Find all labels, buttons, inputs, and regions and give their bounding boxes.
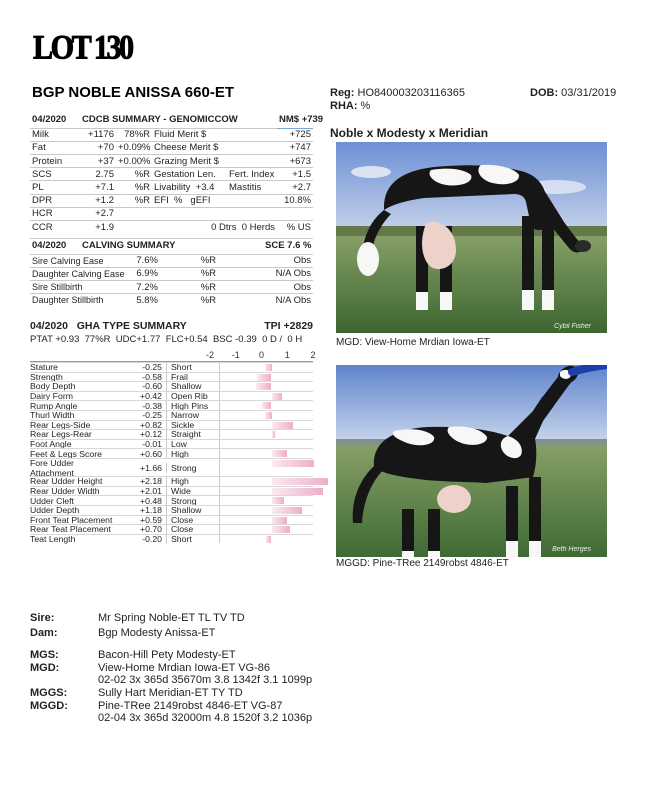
svg-text:Cybil Fisher: Cybil Fisher (554, 323, 592, 330)
svg-text:Beth Herges: Beth Herges (552, 546, 591, 553)
